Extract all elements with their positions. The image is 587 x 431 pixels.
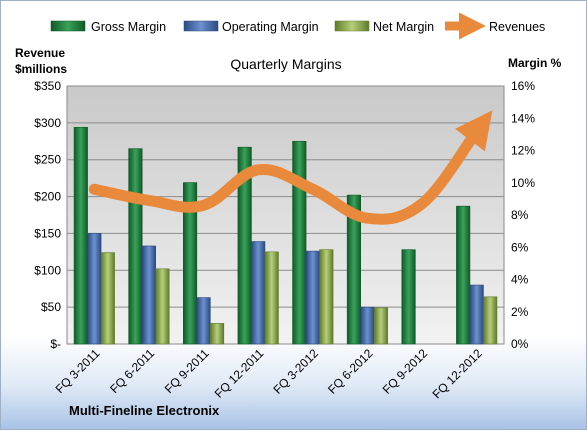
right-axis-label: Margin % (508, 56, 562, 70)
bar-gross-margin (456, 205, 471, 345)
bars-group (73, 126, 498, 345)
right-tick-label: 6% (511, 240, 529, 254)
right-tick-label: 16% (511, 79, 535, 93)
legend-swatch-gross-margin (50, 20, 86, 32)
x-tick-label: FQ 12-2011 (212, 346, 267, 401)
left-tick-label: $50 (41, 300, 61, 314)
x-tick-label: FQ 9-2012 (380, 346, 431, 397)
bar-net-margin (373, 307, 388, 345)
bar-net-margin (100, 252, 115, 345)
x-tick-label: FQ 9-2011 (162, 346, 212, 396)
left-tick-label: $100 (34, 263, 61, 277)
bar-gross-margin (292, 140, 307, 345)
bar-gross-margin (401, 249, 416, 345)
left-tick-label: $300 (34, 116, 61, 130)
right-tick-label: 14% (511, 111, 535, 125)
right-tick-label: 4% (511, 273, 529, 287)
right-tick-label: 0% (511, 337, 529, 351)
bar-operating-margin (469, 284, 484, 345)
legend-label-operating-margin: Operating Margin (222, 20, 319, 34)
x-tick-label: FQ 3-2011 (53, 346, 103, 396)
right-tick-label: 12% (511, 144, 535, 158)
bar-net-margin (319, 249, 334, 345)
chart-title: Quarterly Margins (230, 56, 341, 72)
legend: Gross Margin Operating Margin Net Margin… (50, 12, 545, 40)
right-tick-label: 2% (511, 305, 529, 319)
x-axis-ticks: FQ 3-2011 FQ 6-2011 FQ 9-2011 FQ 12-2011 FQ … (53, 346, 485, 401)
bar-operating-margin (305, 250, 320, 345)
left-axis-label-line1: Revenue (15, 46, 65, 60)
bar-operating-margin (141, 245, 156, 345)
revenues-line (88, 110, 493, 225)
legend-swatch-net-margin (334, 20, 370, 32)
right-tick-label: 10% (511, 176, 535, 190)
left-axis-ticks: $- $50 $100 $150 $200 $250 $300 $350 (34, 79, 61, 351)
x-tick-label: FQ 6-2011 (107, 346, 157, 396)
left-tick-label: $200 (34, 190, 61, 204)
bar-net-margin (483, 296, 498, 345)
bar-gross-margin (128, 148, 143, 345)
bar-gross-margin (73, 126, 88, 345)
right-axis-ticks: 0% 2% 4% 6% 8% 10% 12% 14% 16% (511, 79, 535, 351)
left-tick-label: $- (50, 337, 61, 351)
legend-label-revenues: Revenues (489, 20, 545, 34)
legend-label-gross-margin: Gross Margin (91, 20, 166, 34)
bar-operating-margin (251, 241, 266, 345)
x-tick-label: FQ 3-2012 (270, 346, 321, 397)
bar-net-margin (155, 268, 170, 345)
x-tick-label: FQ 12-2012 (430, 346, 485, 401)
left-tick-label: $250 (34, 153, 61, 167)
bar-net-margin (210, 323, 225, 345)
bar-net-margin (264, 251, 279, 345)
legend-swatch-operating-margin (183, 20, 219, 32)
right-tick-label: 8% (511, 208, 529, 222)
legend-label-net-margin: Net Margin (373, 20, 434, 34)
bar-operating-margin (87, 233, 102, 345)
bar-operating-margin (360, 306, 375, 345)
bar-gross-margin (346, 194, 361, 345)
company-name: Multi-Fineline Electronix (69, 403, 220, 418)
left-tick-label: $150 (34, 226, 61, 240)
left-tick-label: $350 (34, 79, 61, 93)
left-axis-label-line2: $millions (15, 62, 67, 76)
x-tick-label: FQ 6-2012 (325, 346, 376, 397)
bar-operating-margin (196, 297, 211, 345)
bar-gross-margin (183, 182, 198, 345)
